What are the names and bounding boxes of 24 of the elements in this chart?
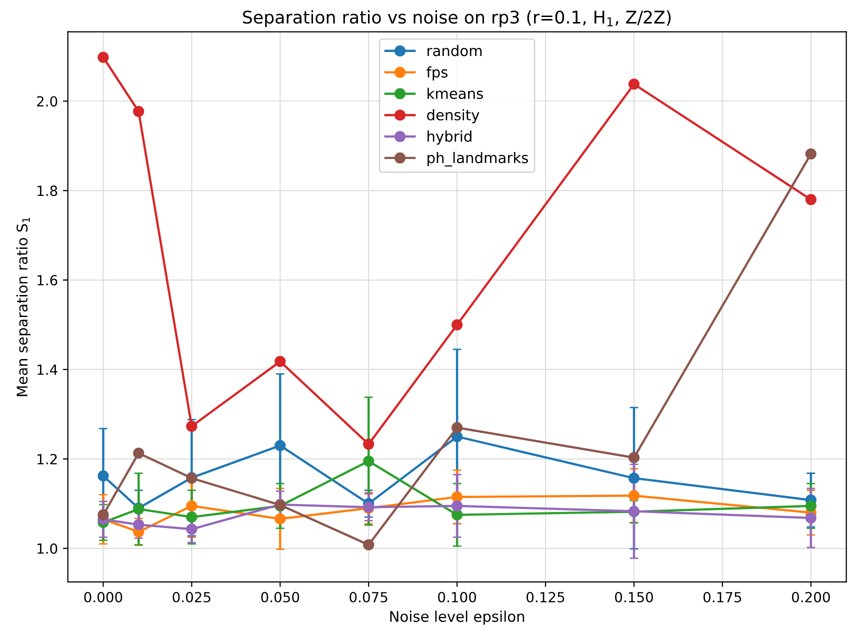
legend-label: hybrid xyxy=(428,130,472,145)
chart-title: Separation ratio vs noise on rp3 (r=0.1, H$_{1}$, Z/2Z) xyxy=(243,10,671,28)
legend-label: density xyxy=(427,109,480,124)
legend-label: fps xyxy=(426,66,448,80)
x-tick-label: 0.125 xyxy=(526,592,564,602)
x-tick-label: 0.175 xyxy=(703,592,742,602)
y-tick-label: 1.0 xyxy=(38,543,58,554)
y-tick-label: 1.8 xyxy=(38,186,58,196)
y-tick-label: 1.2 xyxy=(38,454,57,464)
x-tick-label: 0.100 xyxy=(438,592,476,602)
y-tick-label: 2.0 xyxy=(37,96,58,107)
y-axis-title: Mean separation ratio S$_{1}$ xyxy=(16,218,30,396)
x-tick-label: 0.050 xyxy=(261,592,300,602)
y-tick-label: 1.6 xyxy=(38,275,58,286)
x-tick-label: 0.000 xyxy=(84,592,122,602)
x-tick-label: 0.075 xyxy=(350,592,388,602)
x-axis-title: Noise level epsilon xyxy=(390,610,524,625)
legend-label: random xyxy=(428,44,482,56)
legend-label: ph_landmarks xyxy=(428,152,528,166)
legend-label: kmeans xyxy=(428,88,483,100)
x-tick-label: 0.025 xyxy=(172,592,210,602)
x-tick-label: 0.150 xyxy=(615,592,653,602)
x-tick-label: 0.200 xyxy=(792,592,830,602)
y-tick-label: 1.4 xyxy=(38,364,58,375)
